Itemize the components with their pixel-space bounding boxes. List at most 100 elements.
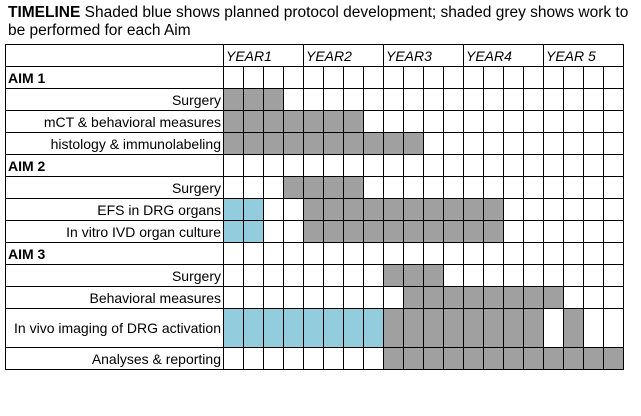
timeline-cell (423, 154, 444, 177)
timeline-cell (483, 110, 504, 133)
timeline-cell (363, 110, 384, 133)
timeline-cell (263, 176, 284, 199)
timeline-cell (563, 154, 584, 177)
aim-header-row: AIM 2 (5, 154, 624, 177)
timeline-cell (343, 264, 364, 287)
work-cell (263, 132, 284, 155)
work-cell (523, 286, 544, 309)
timeline-cell (383, 154, 404, 177)
work-cell (383, 220, 404, 243)
timeline-cell (403, 110, 424, 133)
aim-title: AIM 3 (5, 242, 224, 265)
work-cell (483, 308, 504, 348)
timeline-cell (263, 198, 284, 221)
timeline-cell (523, 132, 544, 155)
timeline-cell (583, 154, 604, 177)
work-cell (303, 198, 324, 221)
work-cell (403, 220, 424, 243)
work-cell (563, 308, 584, 348)
task-row: In vivo imaging of DRG activation (5, 308, 624, 348)
timeline-cell (523, 242, 544, 265)
timeline-cell (583, 110, 604, 133)
timeline-cell (243, 264, 264, 287)
work-cell (383, 264, 404, 287)
timeline-cell (583, 198, 604, 221)
timeline-cell (423, 242, 444, 265)
timeline-cell (223, 66, 244, 89)
task-row: Behavioral measures (5, 286, 624, 309)
aim-header-row: AIM 3 (5, 242, 624, 265)
timeline-cell (423, 66, 444, 89)
task-label: histology & immunolabeling (5, 132, 224, 155)
work-cell (243, 88, 264, 111)
timeline-cell (483, 88, 504, 111)
timeline-cell (563, 132, 584, 155)
work-cell (423, 264, 444, 287)
timeline-cell (503, 198, 524, 221)
timeline-cell (603, 88, 624, 111)
timeline-cell (543, 88, 564, 111)
timeline-cell (563, 66, 584, 89)
timeline-cell (443, 88, 464, 111)
timeline-cell (603, 110, 624, 133)
work-cell (403, 264, 424, 287)
timeline-cell (603, 132, 624, 155)
protocol-cell (243, 308, 264, 348)
timeline-cell (443, 154, 464, 177)
timeline-cell (383, 110, 404, 133)
work-cell (343, 220, 364, 243)
timeline-cell (563, 110, 584, 133)
timeline-cell (543, 110, 564, 133)
timeline-cell (363, 154, 384, 177)
timeline-cell (603, 198, 624, 221)
timeline-cell (443, 66, 464, 89)
work-cell (463, 220, 484, 243)
timeline-cell (223, 154, 244, 177)
protocol-cell (303, 308, 324, 348)
timeline-cell (563, 220, 584, 243)
timeline-cell (383, 242, 404, 265)
caption-title: TIMELINE (8, 4, 81, 21)
timeline-cell (243, 286, 264, 309)
work-cell (363, 220, 384, 243)
timeline-cell (543, 154, 564, 177)
timeline-cell (283, 347, 304, 370)
timeline-cell (583, 286, 604, 309)
timeline-cell (383, 88, 404, 111)
work-cell (463, 286, 484, 309)
timeline-cell (523, 220, 544, 243)
timeline-cell (323, 154, 344, 177)
protocol-cell (343, 308, 364, 348)
work-cell (423, 308, 444, 348)
timeline-cell (463, 176, 484, 199)
timeline-cell (323, 347, 344, 370)
work-cell (323, 110, 344, 133)
timeline-cell (483, 264, 504, 287)
timeline-cell (283, 66, 304, 89)
protocol-cell (263, 308, 284, 348)
timeline-cell (403, 66, 424, 89)
year-header: YEAR1 (223, 44, 304, 67)
timeline-cell (503, 88, 524, 111)
timeline-cell (583, 132, 604, 155)
timeline-cell (563, 242, 584, 265)
work-cell (483, 198, 504, 221)
timeline-cell (383, 286, 404, 309)
timeline-cell (503, 242, 524, 265)
work-cell (403, 286, 424, 309)
work-cell (423, 347, 444, 370)
timeline-cell (583, 220, 604, 243)
work-cell (523, 347, 544, 370)
work-cell (223, 132, 244, 155)
timeline-cell (363, 88, 384, 111)
timeline-cell (403, 176, 424, 199)
timeline-cell (583, 176, 604, 199)
timeline-cell (583, 66, 604, 89)
aim-title: AIM 1 (5, 66, 224, 89)
timeline-cell (583, 88, 604, 111)
work-cell (443, 220, 464, 243)
timeline-table: YEAR1 YEAR2 YEAR3 YEAR4 YEAR 5 AIM 1 Surgery mC… (5, 44, 624, 370)
task-row: Analyses & reporting (5, 347, 624, 370)
timeline-cell (463, 242, 484, 265)
timeline-cell (543, 264, 564, 287)
